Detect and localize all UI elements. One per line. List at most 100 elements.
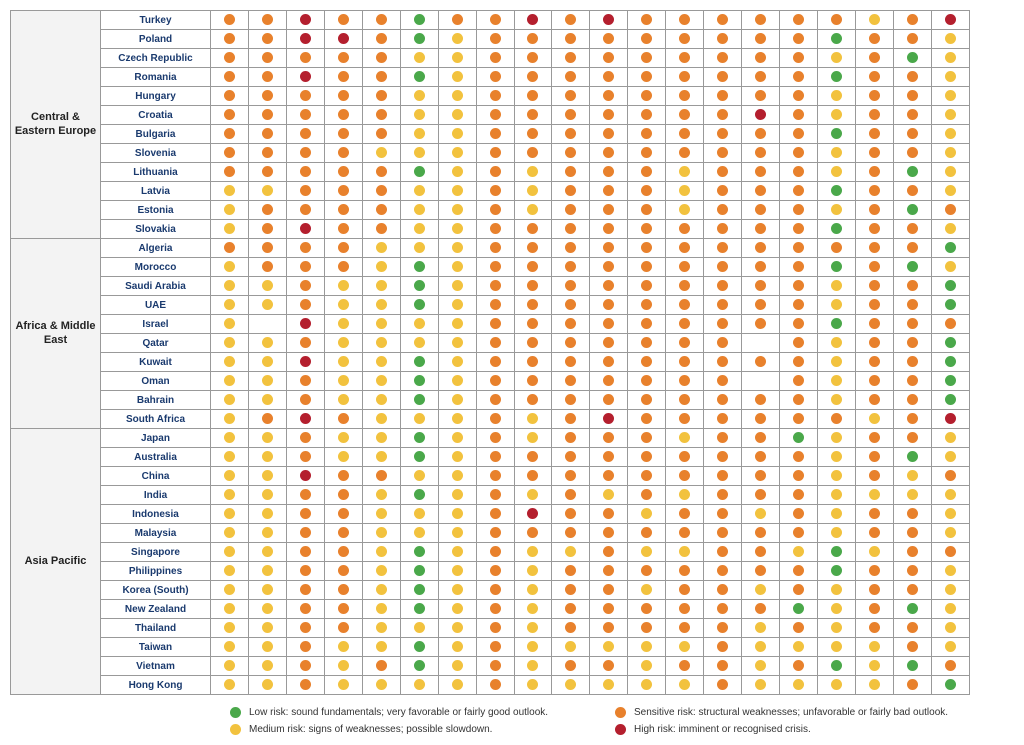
risk-dot-icon	[414, 356, 425, 367]
risk-cell	[590, 448, 628, 467]
legend-item: Medium risk: signs of weaknesses; possib…	[230, 724, 585, 735]
risk-dot-icon	[603, 470, 614, 481]
risk-dot-icon	[907, 33, 918, 44]
risk-dot-icon	[565, 508, 576, 519]
risk-dot-icon	[831, 489, 842, 500]
risk-cell	[742, 87, 780, 106]
risk-cell	[893, 182, 931, 201]
risk-cell	[514, 106, 552, 125]
risk-cell	[248, 258, 286, 277]
risk-cell	[666, 600, 704, 619]
risk-dot-icon	[490, 90, 501, 101]
risk-cell	[552, 562, 590, 581]
risk-cell	[248, 524, 286, 543]
risk-cell	[362, 87, 400, 106]
risk-dot-icon	[641, 451, 652, 462]
risk-dot-icon	[755, 33, 766, 44]
risk-dot-icon	[869, 546, 880, 557]
risk-cell	[818, 372, 856, 391]
risk-dot-icon	[945, 242, 956, 253]
risk-dot-icon	[490, 527, 501, 538]
risk-dot-icon	[490, 299, 501, 310]
risk-dot-icon	[338, 432, 349, 443]
risk-dot-icon	[300, 356, 311, 367]
risk-dot-icon	[527, 375, 538, 386]
risk-cell	[780, 163, 818, 182]
risk-dot-icon	[338, 546, 349, 557]
risk-dot-icon	[603, 242, 614, 253]
risk-dot-icon	[414, 546, 425, 557]
risk-cell	[666, 562, 704, 581]
table-row: Morocco	[11, 258, 970, 277]
risk-dot-icon	[641, 527, 652, 538]
risk-cell	[931, 277, 969, 296]
risk-dot-icon	[869, 356, 880, 367]
risk-dot-icon	[831, 527, 842, 538]
risk-cell	[362, 296, 400, 315]
risk-cell	[893, 220, 931, 239]
risk-dot-icon	[262, 622, 273, 633]
risk-cell	[666, 524, 704, 543]
risk-cell	[438, 11, 476, 30]
risk-cell	[286, 30, 324, 49]
risk-cell	[590, 68, 628, 87]
risk-cell	[893, 11, 931, 30]
risk-cell	[552, 429, 590, 448]
legend-text: Sensitive risk: structural weaknesses; u…	[634, 707, 948, 718]
country-label: Japan	[101, 429, 211, 448]
risk-dot-icon	[452, 280, 463, 291]
risk-dot-icon	[300, 660, 311, 671]
risk-cell	[931, 106, 969, 125]
risk-cell	[893, 562, 931, 581]
risk-dot-icon	[641, 109, 652, 120]
risk-dot-icon	[869, 223, 880, 234]
risk-dot-icon	[907, 166, 918, 177]
risk-dot-icon	[603, 508, 614, 519]
risk-dot-icon	[490, 242, 501, 253]
risk-cell	[362, 258, 400, 277]
risk-cell	[438, 543, 476, 562]
risk-dot-icon	[679, 641, 690, 652]
risk-dot-icon	[831, 641, 842, 652]
risk-cell	[666, 467, 704, 486]
risk-cell	[780, 600, 818, 619]
risk-cell	[818, 201, 856, 220]
risk-dot-icon	[907, 679, 918, 690]
risk-cell	[742, 638, 780, 657]
risk-dot-icon	[452, 679, 463, 690]
table-row: Africa & Middle EastAlgeria	[11, 239, 970, 258]
risk-cell	[590, 163, 628, 182]
risk-cell	[666, 505, 704, 524]
country-label: Korea (South)	[101, 581, 211, 600]
risk-dot-icon	[907, 565, 918, 576]
risk-dot-icon	[527, 584, 538, 595]
risk-cell	[324, 182, 362, 201]
risk-dot-icon	[414, 204, 425, 215]
table-row: Oman	[11, 372, 970, 391]
risk-dot-icon	[490, 280, 501, 291]
risk-cell	[514, 68, 552, 87]
risk-dot-icon	[224, 451, 235, 462]
risk-cell	[742, 277, 780, 296]
risk-cell	[666, 429, 704, 448]
risk-cell	[742, 524, 780, 543]
risk-cell	[552, 391, 590, 410]
risk-dot-icon	[793, 660, 804, 671]
risk-dot-icon	[565, 356, 576, 367]
risk-cell	[742, 239, 780, 258]
risk-cell	[552, 676, 590, 695]
table-row: New Zealand	[11, 600, 970, 619]
risk-dot-icon	[338, 527, 349, 538]
risk-dot-icon	[376, 280, 387, 291]
risk-cell	[931, 448, 969, 467]
risk-dot-icon	[452, 622, 463, 633]
risk-dot-icon	[338, 33, 349, 44]
risk-cell	[211, 277, 249, 296]
risk-cell	[893, 258, 931, 277]
risk-dot-icon	[490, 147, 501, 158]
risk-dot-icon	[869, 622, 880, 633]
risk-dot-icon	[565, 147, 576, 158]
risk-dot-icon	[262, 413, 273, 424]
risk-dot-icon	[831, 261, 842, 272]
risk-dot-icon	[452, 451, 463, 462]
